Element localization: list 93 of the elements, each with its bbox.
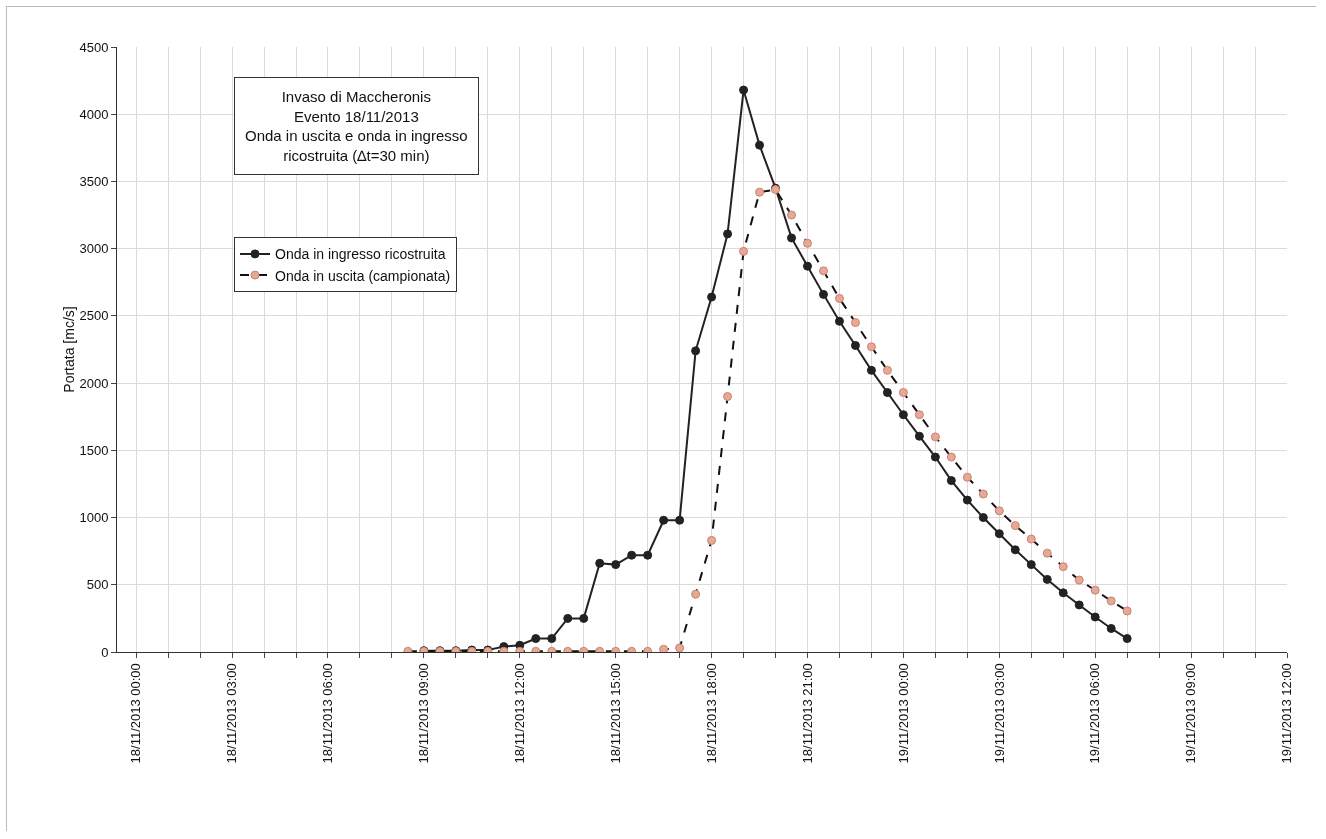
point [1058, 562, 1068, 572]
point [691, 589, 701, 599]
point [978, 489, 988, 499]
point [1042, 548, 1052, 558]
point [930, 452, 940, 462]
legend-label: Onda in uscita (campionata) [275, 267, 451, 284]
x-tick-label: 18/11/2013 00:00 [128, 663, 144, 764]
point [946, 452, 956, 462]
y-tick-label: 1500 [79, 442, 109, 458]
y-tick-label: 2000 [79, 375, 109, 391]
x-tick-label: 18/11/2013 15:00 [607, 663, 623, 764]
point [802, 238, 812, 248]
point [1106, 623, 1116, 633]
legend-label: Onda in ingresso ricostruita [275, 246, 446, 263]
point [962, 472, 972, 482]
point [547, 634, 557, 644]
point [595, 558, 605, 568]
point [866, 365, 876, 375]
point [531, 634, 541, 644]
y-tick-label: 2500 [79, 308, 109, 324]
y-tick-label: 3000 [79, 241, 109, 257]
point [818, 266, 828, 276]
point [1026, 534, 1036, 544]
point [850, 340, 860, 350]
point [930, 432, 940, 442]
point [675, 515, 685, 525]
x-tick-label: 19/11/2013 12:00 [1279, 663, 1295, 764]
point [563, 613, 573, 623]
point [707, 535, 717, 545]
point [739, 85, 749, 95]
point [1074, 600, 1084, 610]
point [818, 289, 828, 299]
x-tick-label: 19/11/2013 06:00 [1087, 663, 1103, 764]
point [627, 550, 637, 560]
x-tick-label: 18/11/2013 06:00 [320, 663, 336, 764]
point [1122, 634, 1132, 644]
point [675, 643, 685, 652]
x-tick-label: 19/11/2013 03:00 [991, 663, 1007, 764]
point [659, 515, 669, 525]
point [659, 644, 669, 652]
y-tick-label: 0 [101, 644, 109, 660]
point [914, 410, 924, 420]
point [962, 495, 972, 505]
point [707, 292, 717, 302]
point [946, 476, 956, 486]
point [914, 431, 924, 441]
point [1106, 596, 1116, 606]
point [898, 388, 908, 398]
y-tick-label: 4000 [79, 106, 109, 122]
point [579, 613, 589, 623]
y-axis-title: Portata [mc/s] [61, 306, 78, 393]
point [1122, 606, 1132, 616]
x-tick-label: 18/11/2013 21:00 [799, 663, 815, 764]
x-tick-label: 18/11/2013 03:00 [224, 663, 240, 764]
point [978, 513, 988, 523]
point [802, 261, 812, 271]
x-tick-label: 18/11/2013 12:00 [512, 663, 528, 764]
point [994, 506, 1004, 516]
y-tick-label: 3500 [79, 173, 109, 189]
point [1042, 574, 1052, 584]
point [1074, 575, 1084, 585]
point [1058, 588, 1068, 598]
point [691, 346, 701, 356]
point [755, 187, 765, 197]
point [898, 410, 908, 420]
y-tick-label: 500 [86, 577, 109, 593]
point [1090, 585, 1100, 595]
point [866, 342, 876, 352]
point [755, 140, 765, 150]
point [787, 233, 797, 243]
x-tick-label: 19/11/2013 00:00 [895, 663, 911, 764]
x-tick-label: 18/11/2013 18:00 [703, 663, 719, 764]
point [834, 293, 844, 303]
x-tick-label: 19/11/2013 09:00 [1183, 663, 1199, 764]
point [882, 388, 892, 398]
point [994, 529, 1004, 539]
y-tick-label: 1000 [79, 510, 109, 526]
point [882, 365, 892, 375]
point [1010, 545, 1020, 555]
point [834, 316, 844, 326]
point [787, 210, 797, 220]
point [739, 246, 749, 256]
x-tick-label: 18/11/2013 09:00 [416, 663, 432, 764]
point [643, 550, 653, 560]
point [1090, 612, 1100, 622]
point [723, 229, 733, 239]
point [1010, 521, 1020, 531]
point [1026, 560, 1036, 570]
y-tick-label: 4500 [79, 39, 109, 55]
point [850, 318, 860, 328]
point [723, 392, 733, 402]
point [611, 560, 621, 570]
text: Invaso di Maccheronis Evento 18/11/2013 Onda in uscita e onda in ingresso ricostruita (∆t=30 min) [245, 88, 468, 164]
